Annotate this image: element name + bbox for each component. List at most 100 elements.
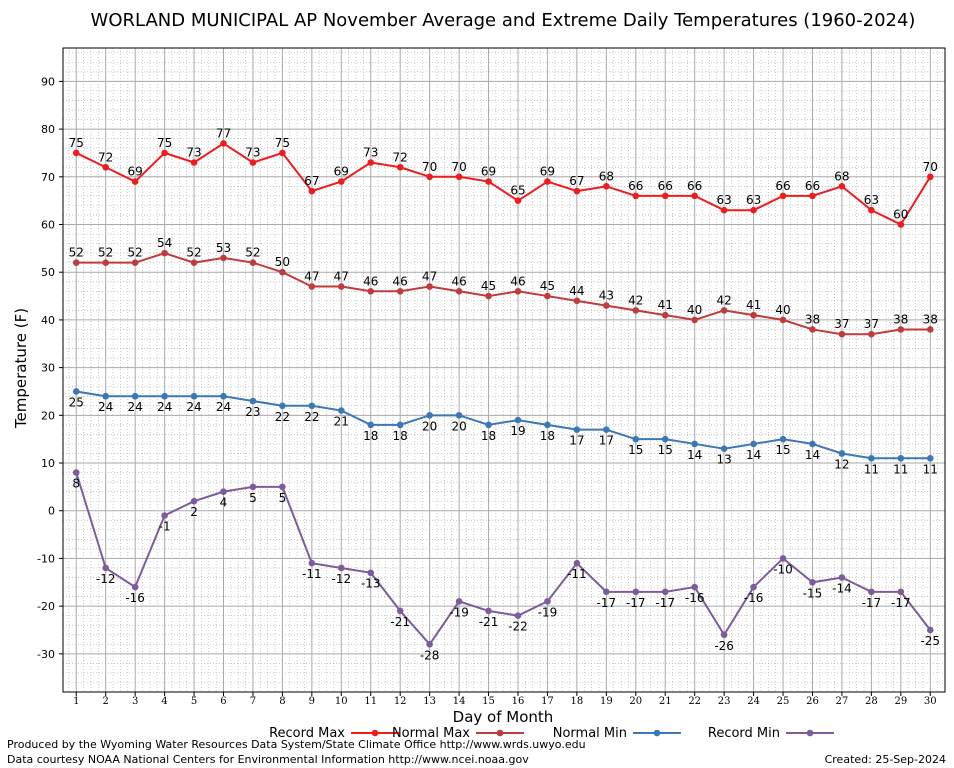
normal-min-value-label: 20 bbox=[451, 419, 466, 433]
record-min-value-label: -22 bbox=[508, 620, 528, 634]
record-max-value-label: 69 bbox=[128, 165, 143, 179]
record-min-point bbox=[838, 574, 846, 581]
record-min-value-label: -19 bbox=[538, 605, 558, 619]
record-min-point bbox=[279, 483, 286, 491]
record-max-value-label: 77 bbox=[216, 126, 231, 140]
record-min-point bbox=[926, 626, 934, 634]
x-tick-label: 12 bbox=[394, 696, 407, 707]
normal-max-value-label: 52 bbox=[98, 246, 113, 260]
record-min-point bbox=[72, 469, 80, 476]
record-min-value-label: -14 bbox=[832, 582, 852, 596]
record-max-point bbox=[426, 173, 433, 181]
normal-min-value-label: 18 bbox=[393, 429, 408, 443]
record-max-point bbox=[337, 178, 345, 185]
series-layer: 75 72 69 75 73 77 73 75 67 69 73 72 70 70 69 65 69 67 68 66… bbox=[69, 126, 940, 662]
normal-max-value-label: 40 bbox=[775, 303, 790, 317]
normal-min-value-label: 15 bbox=[658, 443, 673, 457]
record-min-value-label: -17 bbox=[655, 596, 675, 610]
normal-min-point bbox=[190, 392, 198, 400]
normal-min-point bbox=[161, 392, 168, 400]
normal-min-point bbox=[838, 450, 846, 457]
normal-min-value-label: 11 bbox=[864, 462, 879, 476]
record-min-value-label: -11 bbox=[302, 567, 322, 581]
record-min-value-label: 5 bbox=[249, 491, 257, 505]
record-min-point bbox=[161, 512, 168, 519]
record-min-value-label: -12 bbox=[96, 572, 116, 586]
record-max-value-label: 66 bbox=[628, 179, 643, 193]
record-max-point bbox=[131, 178, 139, 185]
record-min-value-label: -17 bbox=[862, 596, 882, 610]
normal-min-value-label: 20 bbox=[422, 419, 437, 433]
normal-max-value-label: 41 bbox=[746, 298, 761, 312]
normal-max-point bbox=[455, 287, 463, 295]
normal-max-value-label: 46 bbox=[363, 274, 378, 288]
normal-max-value-label: 38 bbox=[805, 312, 820, 326]
x-tick-label: 23 bbox=[718, 696, 731, 707]
record-min-value-label: -17 bbox=[891, 596, 911, 610]
normal-min-value-label: 11 bbox=[923, 462, 938, 476]
record-min-series: 8-12-16-124 5 5-11 -12 -13-21-28-19-21 -22-19… bbox=[72, 469, 940, 662]
record-max-value-label: 69 bbox=[540, 165, 555, 179]
record-min-value-label: -26 bbox=[714, 639, 734, 653]
record-min-point bbox=[720, 631, 728, 639]
normal-min-value-label: 24 bbox=[157, 400, 172, 414]
normal-max-point bbox=[337, 283, 345, 290]
y-axis-label: Temperature (F) bbox=[12, 308, 30, 429]
normal-min-point bbox=[367, 421, 375, 429]
record-min-line bbox=[75, 472, 932, 646]
record-min-value-label: -17 bbox=[597, 596, 617, 610]
normal-max-point bbox=[220, 254, 227, 262]
normal-min-value-label: 17 bbox=[599, 434, 614, 448]
normal-max-value-label: 38 bbox=[893, 312, 908, 326]
normal-min-value-label: 21 bbox=[334, 415, 349, 429]
normal-min-point bbox=[426, 412, 433, 419]
x-tick-label: 29 bbox=[894, 696, 907, 707]
normal-min-value-label: 18 bbox=[363, 429, 378, 443]
normal-min-point bbox=[720, 445, 728, 453]
x-tick-label: 21 bbox=[659, 696, 672, 707]
record-max-point bbox=[249, 159, 257, 166]
normal-max-point bbox=[190, 259, 198, 266]
x-tick-label: 1 bbox=[73, 696, 79, 707]
record-min-point bbox=[632, 588, 640, 596]
normal-min-point bbox=[661, 435, 669, 443]
normal-max-point bbox=[367, 287, 375, 295]
normal-min-value-label: 18 bbox=[481, 429, 496, 443]
normal-max-value-label: 54 bbox=[157, 236, 172, 250]
record-max-line bbox=[75, 142, 932, 226]
x-tick-label: 22 bbox=[688, 696, 701, 707]
record-min-value-label: -19 bbox=[449, 605, 469, 619]
x-tick-label: 6 bbox=[220, 696, 226, 707]
legend-label-record-min: Record Min bbox=[708, 726, 780, 741]
normal-max-value-label: 43 bbox=[599, 289, 614, 303]
x-tick-label: 27 bbox=[836, 696, 849, 707]
normal-min-point bbox=[249, 397, 257, 405]
normal-max-point bbox=[926, 326, 934, 333]
record-min-value-label: 4 bbox=[220, 496, 228, 510]
y-tick-label: 70 bbox=[41, 171, 55, 184]
record-min-value-label: -21 bbox=[479, 615, 499, 629]
normal-min-point bbox=[308, 402, 316, 410]
normal-min-point bbox=[544, 421, 551, 429]
x-tick-label: 19 bbox=[600, 696, 613, 707]
normal-max-point bbox=[161, 249, 168, 257]
record-min-value-label: -16 bbox=[744, 591, 764, 605]
normal-min-point bbox=[926, 454, 934, 462]
record-min-point bbox=[367, 569, 375, 577]
record-min-point bbox=[750, 583, 757, 591]
record-min-point bbox=[868, 588, 875, 596]
normal-min-value-label: 22 bbox=[275, 410, 290, 424]
normal-max-point bbox=[102, 259, 110, 266]
x-axis-label: Day of Month bbox=[453, 708, 554, 726]
normal-min-point bbox=[632, 435, 640, 443]
normal-min-line bbox=[76, 390, 931, 460]
record-max-point bbox=[868, 206, 875, 214]
y-tick-label: 20 bbox=[41, 409, 55, 422]
record-min-value-label: -17 bbox=[626, 596, 646, 610]
record-min-value-label: -10 bbox=[773, 562, 793, 576]
normal-min-value-label: 17 bbox=[569, 434, 584, 448]
normal-min-value-label: 24 bbox=[216, 400, 231, 414]
y-tick-label: 0 bbox=[48, 505, 55, 518]
legend: Record Max Normal Max Normal Min Record Min bbox=[269, 726, 834, 741]
